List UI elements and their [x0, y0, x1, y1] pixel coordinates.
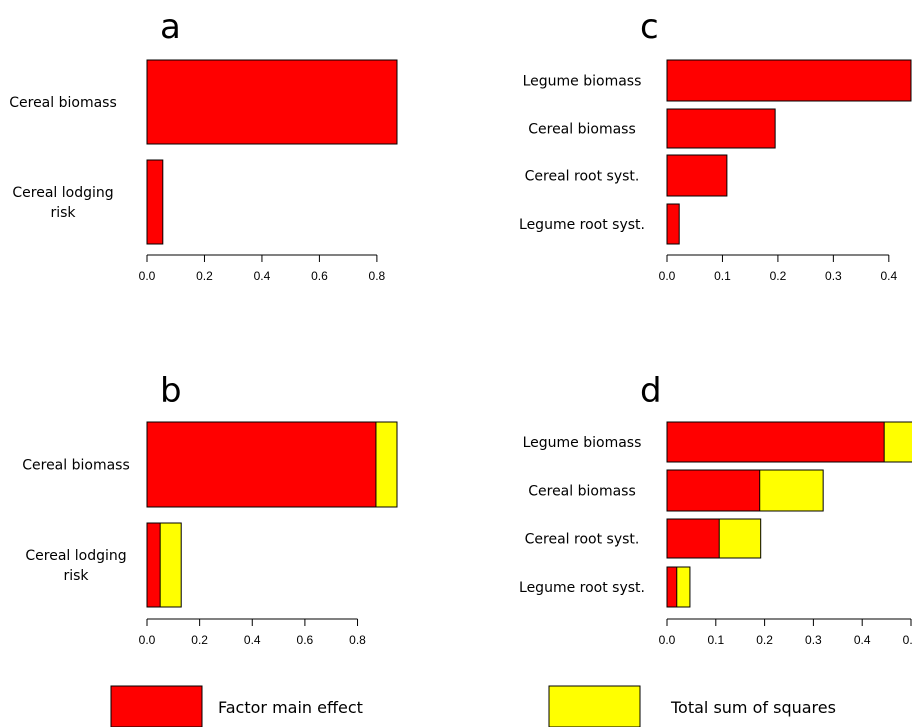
x-tick-label-a-3: 0.6	[311, 269, 328, 283]
bar-main-effect-c-1	[666, 108, 776, 149]
x-tick-label-b-0: 0.0	[139, 633, 156, 647]
category-label-a-1: Cereal lodging risk	[12, 185, 113, 221]
category-label-c-1: Cereal biomass	[528, 122, 636, 138]
category-label-a-0: Cereal biomass	[9, 95, 117, 111]
x-tick-label-a-0: 0.0	[139, 269, 156, 283]
bar-main-effect-c-3	[666, 203, 680, 245]
legend-swatch-total-sum	[548, 685, 641, 727]
x-tick-label-b-4: 0.8	[349, 633, 366, 647]
category-label-c-3: Legume root syst.	[519, 217, 645, 233]
bar-main-effect-c-2	[666, 154, 728, 197]
panel-a: a Cereal biomass Cereal lodging risk 0.0 0.2 0…	[9, 7, 398, 283]
legend-swatch-main-effect	[110, 685, 203, 727]
category-label-d-3: Legume root syst.	[519, 580, 645, 596]
panel-letter-c: c	[640, 7, 659, 47]
legend-label-main-effect: Factor main effect	[218, 698, 363, 717]
category-label-c-0: Legume biomass	[523, 74, 642, 90]
x-tick-label-b-1: 0.2	[191, 633, 208, 647]
x-tick-label-c-0: 0.0	[659, 269, 676, 283]
x-tick-label-d-3: 0.3	[805, 633, 822, 647]
x-tick-label-c-3: 0.3	[825, 269, 842, 283]
x-tick-label-c-1: 0.1	[714, 269, 731, 283]
x-tick-label-a-4: 0.8	[369, 269, 386, 283]
panel-d: d Legume biomass Cereal biomass Cereal root…	[519, 371, 912, 647]
x-tick-label-d-5: 0.5	[903, 633, 912, 647]
legend-label-total-sum: Total sum of squares	[670, 698, 836, 717]
panel-b: b Cereal biomass Cereal lodging risk 0.0 0.2 0…	[22, 371, 398, 647]
x-tick-label-a-2: 0.4	[254, 269, 271, 283]
x-tick-label-d-1: 0.1	[707, 633, 724, 647]
panel-letter-a: a	[160, 7, 181, 47]
bar-main-effect-a-0	[146, 59, 398, 145]
bar-main-effect-d-0	[666, 421, 885, 463]
category-label-d-2: Cereal root syst.	[525, 532, 640, 548]
category-label-b-1: Cereal lodging risk	[25, 548, 126, 584]
bar-main-effect-c-0	[666, 59, 912, 102]
bar-main-effect-b-1	[146, 522, 161, 608]
bar-main-effect-d-2	[666, 518, 720, 559]
x-tick-label-a-1: 0.2	[196, 269, 213, 283]
x-tick-label-c-2: 0.2	[770, 269, 787, 283]
x-tick-label-b-3: 0.6	[297, 633, 314, 647]
x-tick-label-b-2: 0.4	[244, 633, 261, 647]
bar-main-effect-a-1	[146, 159, 164, 245]
panel-letter-d: d	[640, 371, 662, 411]
x-tick-label-d-4: 0.4	[854, 633, 871, 647]
category-label-d-0: Legume biomass	[523, 435, 642, 451]
bar-main-effect-d-3	[666, 566, 678, 608]
category-label-d-1: Cereal biomass	[528, 484, 636, 500]
x-tick-label-d-0: 0.0	[659, 633, 676, 647]
bar-main-effect-d-1	[666, 469, 761, 512]
x-tick-label-d-2: 0.2	[756, 633, 773, 647]
bar-main-effect-b-0	[146, 421, 377, 508]
x-tick-label-c-4: 0.4	[880, 269, 897, 283]
panel-c: c Legume biomass Cereal biomass Cereal root…	[519, 7, 912, 283]
panel-letter-b: b	[160, 371, 182, 411]
category-label-c-2: Cereal root syst.	[525, 169, 640, 185]
legend: Factor main effect Total sum of squares	[110, 685, 836, 727]
category-label-b-0: Cereal biomass	[22, 458, 130, 474]
